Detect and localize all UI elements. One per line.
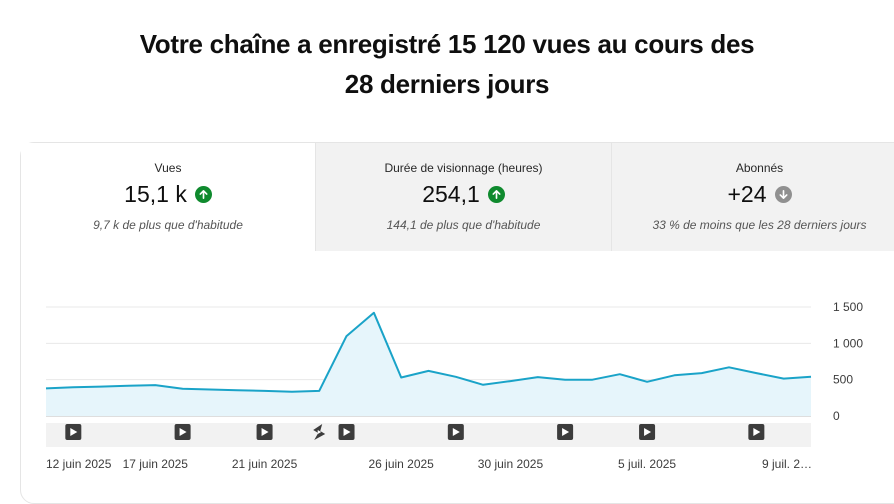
x-tick-label: 30 juin 2025 xyxy=(478,457,544,471)
video-upload-icon[interactable] xyxy=(448,424,464,440)
x-tick-label: 26 juin 2025 xyxy=(368,457,434,471)
x-tick-label: 9 juil. 2… xyxy=(762,457,812,471)
y-tick-label: 1 000 xyxy=(833,336,863,350)
video-upload-icon[interactable] xyxy=(257,424,273,440)
video-upload-icon[interactable] xyxy=(748,424,764,440)
x-tick-label: 5 juil. 2025 xyxy=(618,457,676,471)
video-upload-icon[interactable] xyxy=(557,424,573,440)
y-tick-label: 1 500 xyxy=(833,300,863,314)
video-upload-icon[interactable] xyxy=(65,424,81,440)
views-area xyxy=(46,313,811,416)
x-tick-label: 12 juin 2025 xyxy=(46,457,112,471)
x-tick-label: 17 juin 2025 xyxy=(123,457,189,471)
video-upload-icon[interactable] xyxy=(175,424,191,440)
y-tick-label: 500 xyxy=(833,373,853,387)
upload-marker-strip xyxy=(46,423,811,447)
x-tick-label: 21 juin 2025 xyxy=(232,457,298,471)
video-upload-icon[interactable] xyxy=(339,424,355,440)
y-tick-label: 0 xyxy=(833,409,840,423)
video-upload-icon[interactable] xyxy=(639,424,655,440)
